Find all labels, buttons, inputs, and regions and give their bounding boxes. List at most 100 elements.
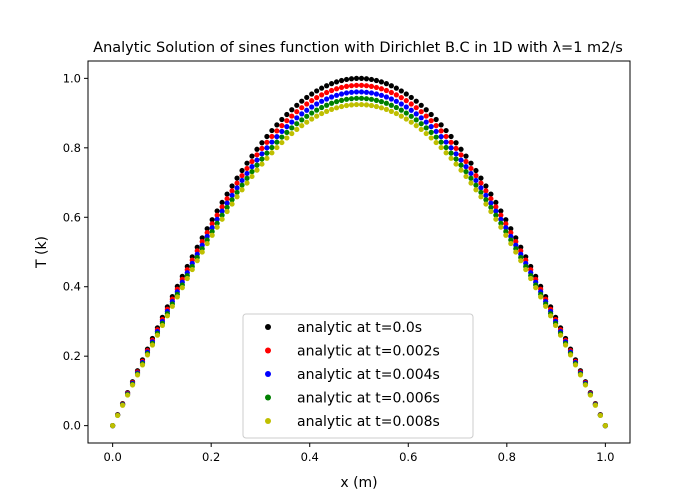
data-point bbox=[124, 392, 131, 398]
data-point bbox=[353, 82, 360, 88]
data-point bbox=[503, 221, 509, 227]
data-point bbox=[423, 119, 429, 125]
data-point bbox=[314, 113, 320, 119]
data-point bbox=[358, 95, 365, 101]
data-point bbox=[498, 208, 504, 214]
data-point bbox=[488, 204, 494, 210]
data-point bbox=[473, 182, 479, 188]
data-point bbox=[239, 177, 245, 184]
data-point bbox=[478, 189, 484, 195]
data-point bbox=[219, 199, 225, 206]
data-point bbox=[224, 204, 230, 210]
data-point bbox=[284, 111, 290, 118]
data-point bbox=[453, 140, 459, 146]
data-point bbox=[453, 161, 459, 167]
data-point bbox=[373, 84, 380, 91]
data-point bbox=[289, 107, 295, 113]
data-point bbox=[368, 76, 375, 83]
data-point bbox=[448, 139, 454, 145]
data-point bbox=[284, 124, 290, 130]
data-point bbox=[294, 121, 300, 127]
data-point bbox=[338, 84, 345, 91]
data-point bbox=[363, 89, 370, 95]
x-tick-label: 0.0 bbox=[103, 450, 121, 464]
data-point bbox=[254, 157, 260, 163]
data-point bbox=[324, 83, 330, 89]
data-point bbox=[463, 164, 469, 170]
data-point bbox=[214, 220, 220, 226]
data-markers bbox=[110, 75, 608, 429]
data-point bbox=[314, 95, 320, 101]
data-point bbox=[423, 130, 429, 137]
data-point bbox=[304, 101, 310, 107]
data-point bbox=[254, 152, 260, 158]
data-point bbox=[473, 177, 479, 184]
data-point bbox=[443, 150, 449, 156]
data-point bbox=[209, 221, 215, 227]
data-point bbox=[378, 79, 385, 85]
data-point bbox=[333, 99, 340, 105]
data-point bbox=[115, 412, 121, 419]
data-point bbox=[488, 208, 494, 215]
data-point bbox=[343, 83, 350, 89]
data-point bbox=[279, 139, 285, 146]
data-point bbox=[348, 89, 355, 95]
data-point bbox=[234, 194, 240, 200]
data-point bbox=[478, 185, 484, 191]
data-point bbox=[378, 92, 385, 98]
data-point bbox=[264, 133, 270, 140]
data-point bbox=[294, 109, 300, 115]
data-point bbox=[358, 101, 365, 108]
legend-marker bbox=[265, 324, 271, 330]
data-point bbox=[423, 113, 429, 119]
data-point bbox=[259, 151, 265, 157]
legend-marker bbox=[265, 371, 271, 377]
data-point bbox=[219, 212, 225, 218]
data-point bbox=[229, 188, 235, 194]
data-point bbox=[353, 75, 360, 81]
legend-label: analytic at t=0.002s bbox=[297, 344, 440, 360]
data-point bbox=[453, 151, 459, 157]
data-point bbox=[353, 95, 360, 101]
data-point bbox=[403, 104, 409, 110]
data-point bbox=[229, 192, 235, 198]
data-point bbox=[279, 123, 285, 129]
data-point bbox=[468, 160, 474, 166]
data-point bbox=[333, 105, 340, 111]
data-point bbox=[408, 119, 414, 125]
data-point bbox=[448, 133, 454, 140]
data-point bbox=[179, 285, 185, 291]
y-tick-label: 0.0 bbox=[63, 419, 81, 433]
data-point bbox=[383, 106, 389, 113]
data-point bbox=[398, 107, 404, 113]
legend-marker bbox=[265, 418, 271, 424]
data-point bbox=[314, 88, 320, 94]
data-point bbox=[582, 382, 589, 388]
data-point bbox=[164, 313, 170, 319]
data-point bbox=[478, 180, 484, 186]
data-point bbox=[388, 89, 394, 96]
data-point bbox=[333, 86, 340, 92]
data-point bbox=[478, 194, 484, 200]
data-point bbox=[249, 173, 255, 180]
data-point bbox=[348, 96, 355, 102]
data-point bbox=[144, 352, 151, 358]
data-point bbox=[398, 95, 404, 101]
data-point bbox=[299, 111, 305, 117]
data-point bbox=[423, 125, 429, 131]
x-tick-label: 0.6 bbox=[399, 450, 417, 464]
data-point bbox=[324, 108, 330, 114]
data-point bbox=[224, 200, 230, 206]
legend-marker bbox=[265, 347, 271, 354]
data-point bbox=[304, 113, 310, 119]
data-point bbox=[249, 153, 255, 159]
data-point bbox=[269, 127, 275, 134]
data-point bbox=[259, 161, 265, 167]
data-point bbox=[269, 150, 275, 156]
data-point bbox=[294, 126, 300, 133]
data-point bbox=[219, 208, 225, 214]
data-point bbox=[473, 187, 479, 193]
data-point bbox=[493, 208, 499, 214]
data-point bbox=[274, 134, 280, 140]
data-point bbox=[259, 140, 265, 146]
